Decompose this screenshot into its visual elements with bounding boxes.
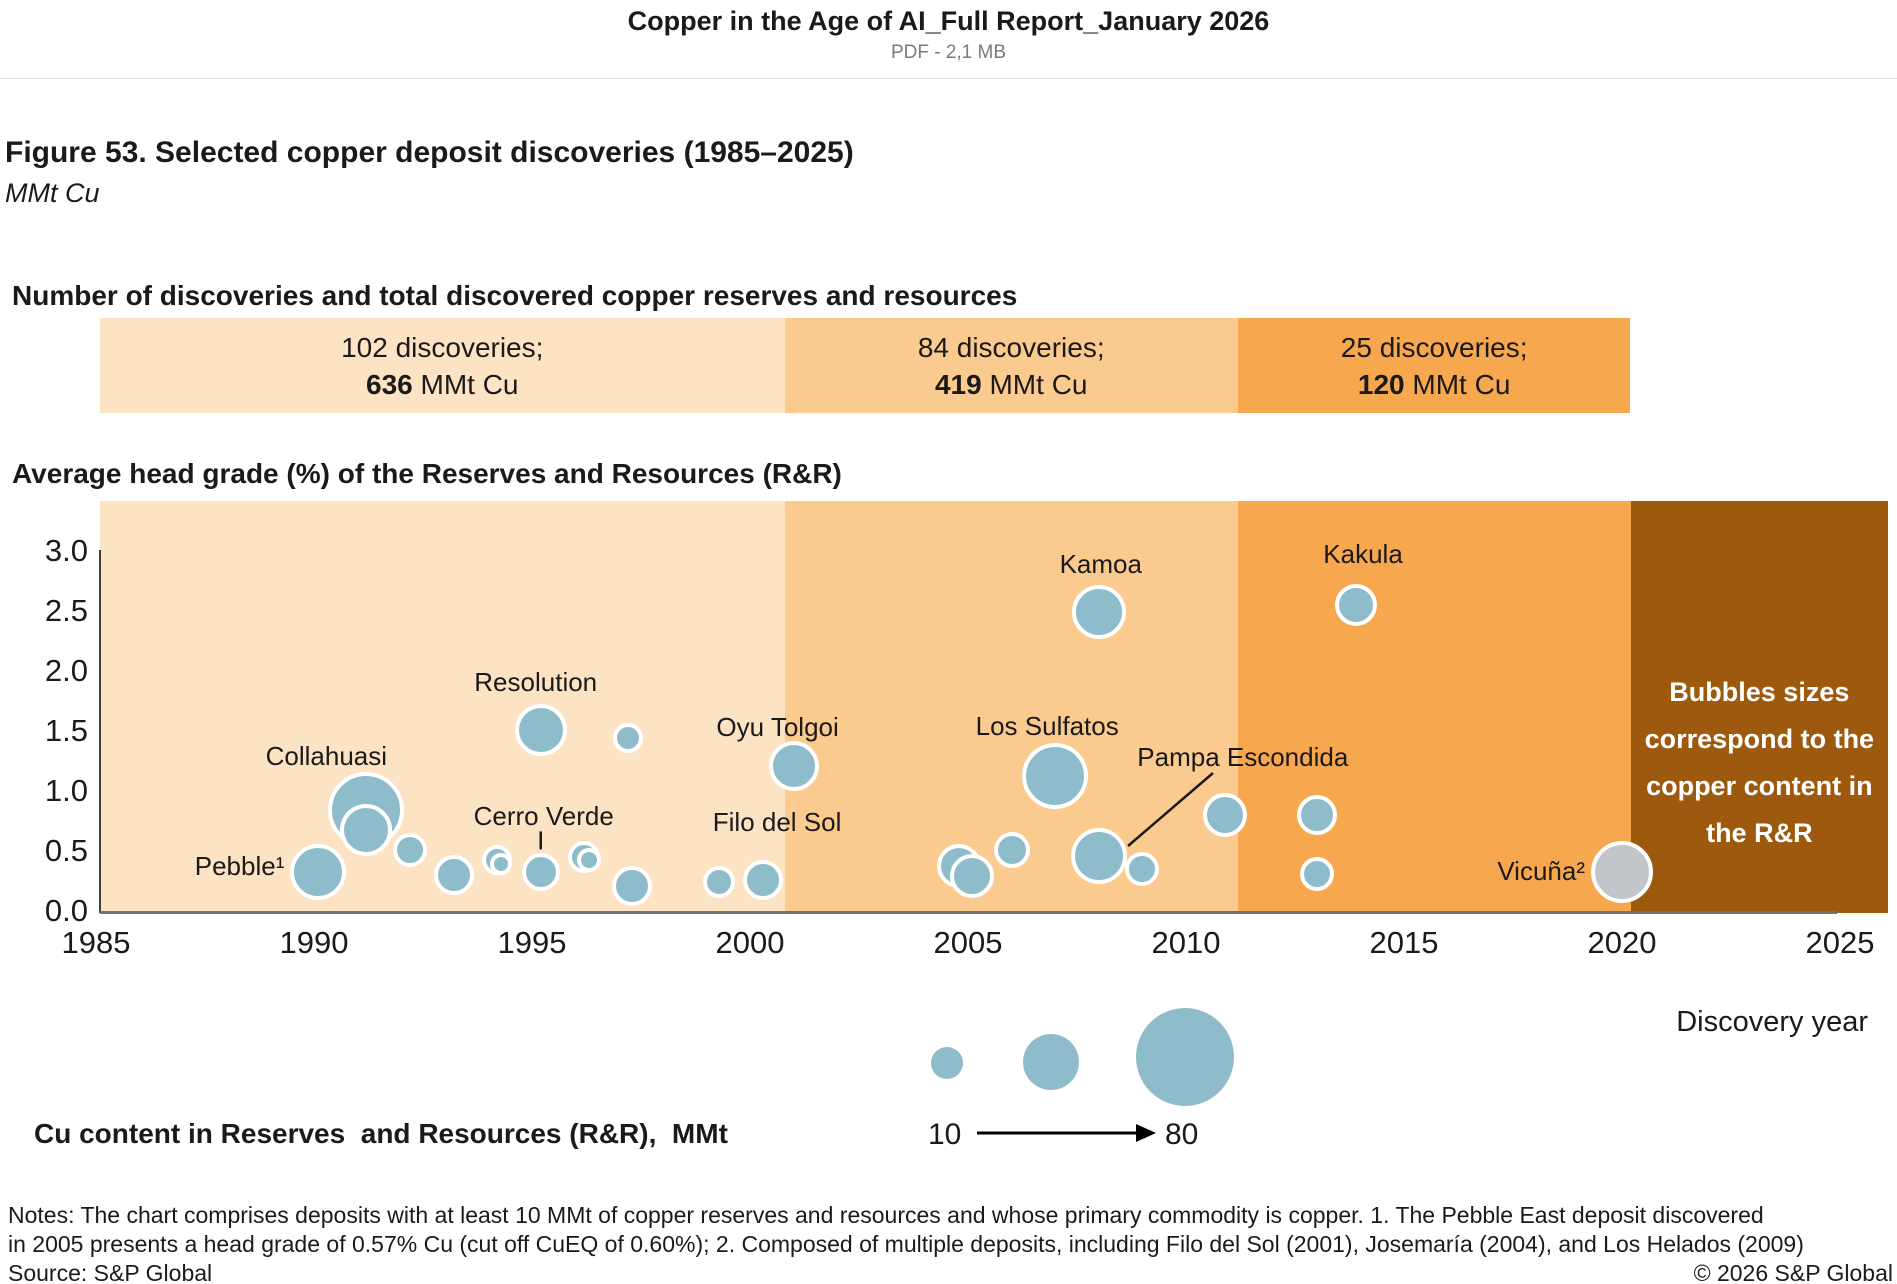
x-tick-label: 1990 [279, 925, 349, 960]
deposit-bubble [1203, 792, 1248, 837]
discovery-count-segment: 84 discoveries; 419 MMt Cu [784, 318, 1238, 413]
deposit-bubble-vicu-a- [1591, 841, 1653, 904]
segment-unit-text: 419 MMt Cu [934, 368, 1088, 400]
y-tick-label: 0.5 [44, 833, 88, 868]
segment-unit-text: 636 MMt Cu [366, 368, 519, 400]
deposit-bubble [993, 831, 1030, 868]
bubble-size-note: Bubbles sizes correspond to the copper c… [1644, 677, 1875, 848]
segment-count-text: 84 discoveries; [917, 331, 1105, 363]
deposit-bubble [1125, 851, 1160, 886]
discoveries-section-title: Number of discoveries and total discover… [12, 280, 1018, 311]
notes-line-1: Notes: The chart comprises deposits with… [8, 1202, 1764, 1228]
legend-arrow-head [1136, 1124, 1156, 1142]
deposit-bubble-kamoa [1071, 585, 1126, 639]
y-axis-line [99, 550, 101, 913]
deposit-bubble [612, 865, 653, 906]
source-text: Source: S&P Global [8, 1260, 213, 1284]
period-band [100, 501, 785, 913]
deposit-bubble [1296, 794, 1337, 835]
document-title: Copper in the Age of AI_Full Report_Janu… [627, 6, 1270, 36]
discovery-count-segment: 25 discoveries; 120 MMt Cu [1237, 318, 1631, 413]
deposit-label: Collahuasi [265, 741, 388, 771]
x-tick-label: 2025 [1805, 925, 1875, 960]
legend-bubble [1136, 1008, 1234, 1106]
deposit-label: Pampa Escondida [1137, 741, 1349, 772]
x-axis-line [100, 911, 1837, 914]
x-tick-label: 1985 [61, 925, 131, 960]
deposit-bubble-kakula [1335, 583, 1378, 626]
segment-value: 636 [366, 368, 413, 400]
deposit-bubble [950, 854, 995, 898]
deposit-bubble [1299, 856, 1334, 891]
copyright-text: © 2026 S&P Global [1693, 1260, 1893, 1284]
y-tick-label: 3.0 [44, 533, 88, 568]
segment-count-text: 25 discoveries; [1340, 331, 1528, 363]
deposit-bubble [490, 853, 513, 875]
deposit-bubble [340, 804, 393, 857]
segment-value: 419 [934, 368, 982, 400]
discovery-count-segment: 102 discoveries; 636 MMt Cu [100, 318, 785, 413]
deposit-bubble [612, 723, 643, 753]
deposit-bubble-cerro-verde [521, 853, 560, 892]
y-tick-label: 1.0 [44, 773, 88, 808]
x-tick-label: 2020 [1587, 925, 1657, 960]
x-tick-label: 2010 [1151, 925, 1221, 960]
deposit-label: Resolution [474, 666, 598, 697]
deposit-bubble [703, 866, 736, 898]
deposit-label: Cerro Verde [473, 801, 614, 832]
segment-count-text: 102 discoveries; [341, 331, 544, 363]
deposit-bubble-filo-del-sol [743, 859, 784, 900]
deposit-bubble-oyu-tolgoi [768, 740, 819, 791]
deposit-label: Filo del Sol [712, 806, 842, 837]
size-legend-min: 10 [928, 1118, 962, 1151]
deposit-bubble [433, 854, 474, 895]
deposit-label: Oyu Tolgoi [716, 711, 839, 742]
x-tick-label: 2005 [933, 925, 1003, 960]
deposit-label: Kamoa [1059, 549, 1142, 579]
notes-line-2: in 2005 presents a head grade of 0.57% C… [8, 1231, 1804, 1257]
y-tick-label: 1.5 [44, 713, 88, 748]
deposit-label: Vicuña² [1497, 856, 1585, 887]
grade-section-title: Average head grade (%) of the Reserves a… [12, 458, 842, 489]
size-legend-title: Cu content in Reserves and Resources (R&… [34, 1118, 728, 1149]
deposit-bubble-pampa-escondida [1070, 827, 1127, 884]
figure-title: Figure 53. Selected copper deposit disco… [5, 136, 854, 169]
deposit-bubble-resolution [514, 703, 567, 756]
deposit-bubble [392, 832, 427, 867]
deposit-label: Los Sulfatos [975, 711, 1119, 742]
deposit-label: Kakula [1323, 538, 1403, 569]
segment-value: 120 [1357, 368, 1405, 400]
deposit-label: Pebble¹ [194, 851, 285, 882]
period-band: Bubbles sizes correspond to the copper c… [1630, 501, 1888, 913]
discoveries-count-bar: 102 discoveries; 636 MMt Cu 84 discoveries… [100, 318, 1631, 413]
y-tick-label: 2.5 [44, 593, 88, 628]
legend-bubble [931, 1047, 963, 1079]
y-tick-label: 0.0 [44, 893, 88, 928]
x-tick-label: 1995 [497, 925, 567, 960]
segment-unit-text: 120 MMt Cu [1357, 368, 1511, 400]
legend-bubble [1023, 1034, 1079, 1090]
deposit-bubble [576, 848, 601, 873]
figure-unit: MMt Cu [5, 178, 100, 208]
x-axis-caption: Discovery year [1676, 1006, 1868, 1038]
document-subtitle: PDF - 2,1 MB [890, 42, 1007, 63]
y-tick-label: 2.0 [44, 653, 88, 688]
deposit-bubble-los-sulfatos [1022, 743, 1089, 810]
period-band [1238, 501, 1631, 913]
x-tick-label: 2015 [1369, 925, 1439, 960]
deposit-bubble-pebble- [290, 844, 347, 901]
x-tick-label: 2000 [715, 925, 785, 960]
size-legend-max: 80 [1165, 1118, 1199, 1151]
header-divider [0, 78, 1897, 79]
